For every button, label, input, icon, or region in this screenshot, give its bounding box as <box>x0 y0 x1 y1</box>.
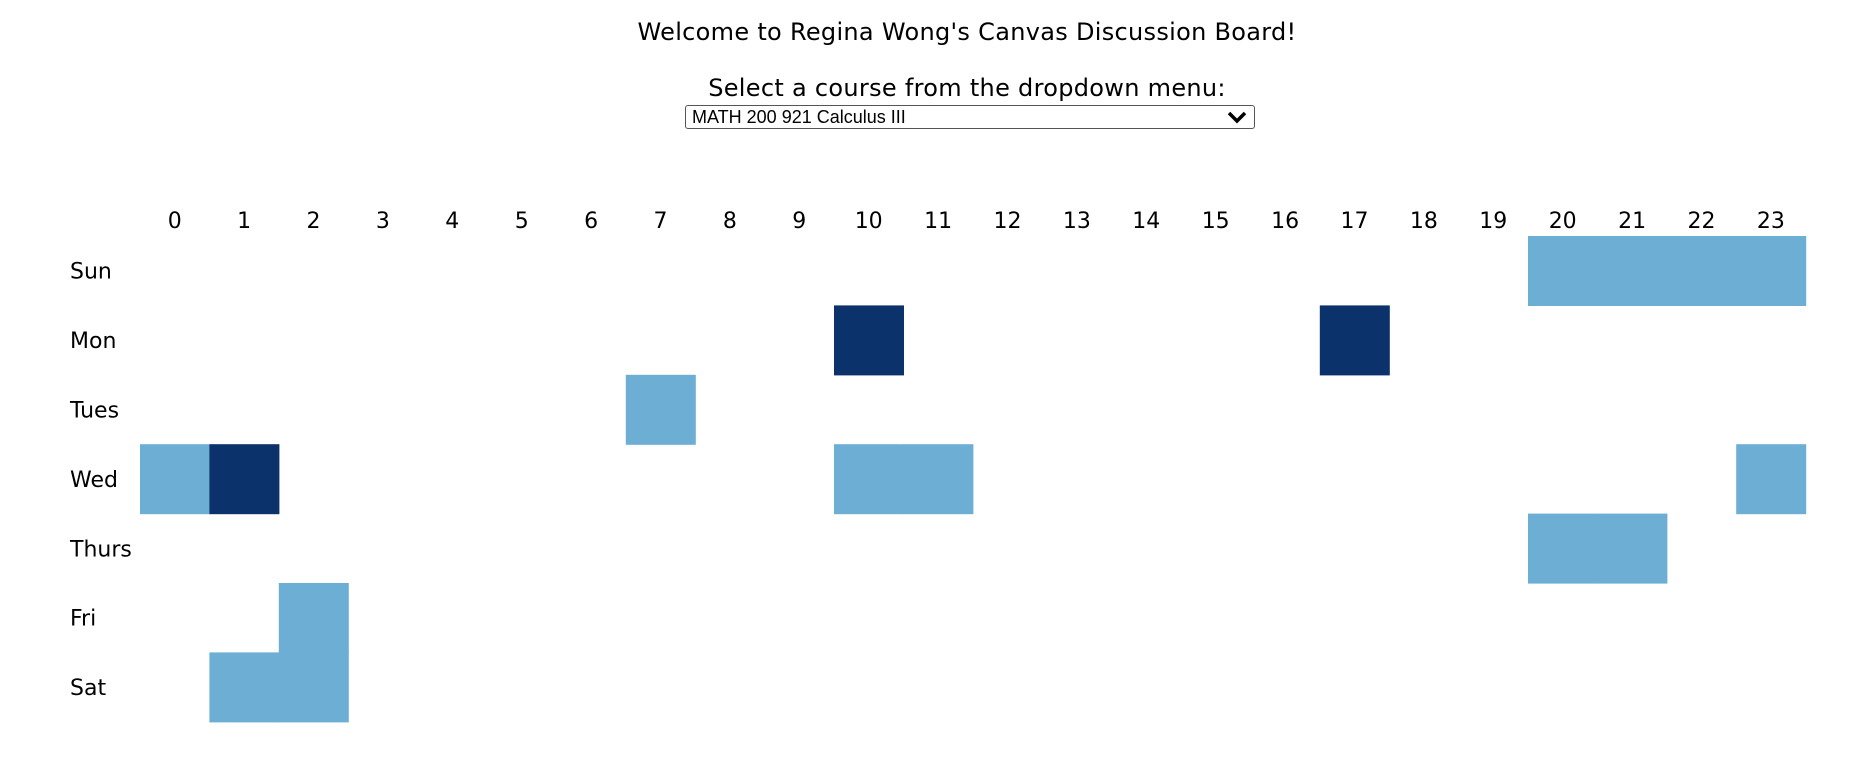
heatmap-cell <box>1736 236 1807 306</box>
day-label: Tues <box>69 399 119 424</box>
day-label: Sun <box>70 260 112 285</box>
hour-label: 6 <box>584 209 598 234</box>
heatmap-cell <box>834 305 904 376</box>
heatmap-cell <box>209 652 280 723</box>
heatmap-cell <box>140 444 210 515</box>
hour-label: 7 <box>654 209 668 234</box>
heatmap-cell <box>278 652 349 723</box>
heatmap-cell <box>278 583 349 653</box>
hour-label: 17 <box>1341 209 1369 234</box>
hour-label: 20 <box>1549 209 1577 234</box>
heatmap-cell <box>903 444 974 515</box>
hour-label: 18 <box>1410 209 1438 234</box>
hour-label: 11 <box>924 209 952 234</box>
hour-label: 0 <box>168 209 182 234</box>
hour-label: 10 <box>855 209 883 234</box>
day-label: Sat <box>70 676 106 701</box>
hour-label: 21 <box>1618 209 1646 234</box>
hour-label: 19 <box>1479 209 1507 234</box>
hour-label: 3 <box>376 209 390 234</box>
hour-label: 14 <box>1132 209 1160 234</box>
hour-label: 13 <box>1063 209 1091 234</box>
course-select-value: MATH 200 921 Calculus III <box>692 107 906 127</box>
course-select-dropdown[interactable]: MATH 200 921 Calculus III <box>685 105 1255 129</box>
day-label: Thurs <box>69 537 132 562</box>
chevron-down-icon <box>1227 111 1247 124</box>
heatmap-cell <box>1597 513 1668 584</box>
heatmap-cell <box>625 374 696 445</box>
hour-label: 2 <box>307 209 321 234</box>
hour-label: 15 <box>1202 209 1230 234</box>
hour-label: 22 <box>1688 209 1716 234</box>
heatmap-cell <box>1528 236 1598 306</box>
hour-label: 16 <box>1271 209 1299 234</box>
hour-label: 1 <box>237 209 251 234</box>
hour-label: 9 <box>792 209 806 234</box>
heatmap-cell <box>1528 513 1598 584</box>
heatmap-cell <box>1736 444 1807 515</box>
day-label: Fri <box>70 607 96 632</box>
heatmap-cell <box>1319 305 1390 376</box>
course-select-prompt: Select a course from the dropdown menu: <box>708 74 1226 102</box>
hour-label: 4 <box>445 209 459 234</box>
heatmap-cell <box>1666 236 1737 306</box>
day-label: Wed <box>70 468 118 493</box>
day-label: Mon <box>70 329 116 354</box>
heatmap-cell <box>209 444 280 515</box>
heatmap-cell <box>834 444 904 515</box>
page-title: Welcome to Regina Wong's Canvas Discussi… <box>637 18 1297 46</box>
hour-label: 8 <box>723 209 737 234</box>
hour-label: 23 <box>1757 209 1785 234</box>
heatmap-cell <box>1597 236 1668 306</box>
hour-label: 5 <box>515 209 529 234</box>
hour-label: 12 <box>994 209 1022 234</box>
